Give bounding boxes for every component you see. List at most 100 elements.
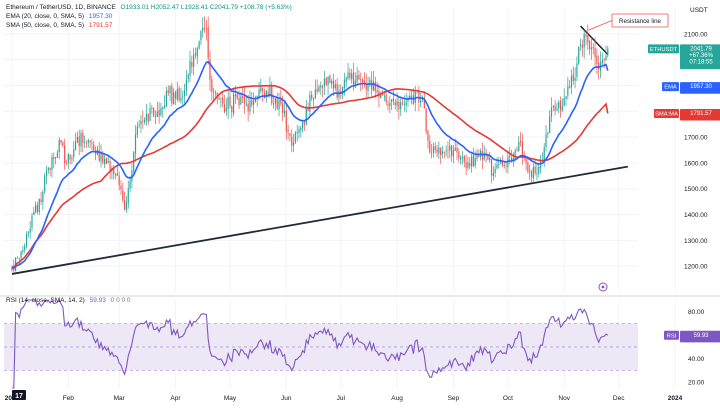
candle-body — [40, 199, 42, 202]
time-tick-label: Sep — [448, 395, 460, 402]
candle-body — [214, 92, 217, 94]
header-ema[interactable]: EMA (20, close, 0, SMA, 5) 1957.30 — [6, 13, 112, 20]
candle — [365, 73, 367, 100]
price-tag-text: 59.93 — [693, 333, 709, 339]
candle — [323, 70, 326, 95]
candle — [336, 78, 338, 101]
candle — [191, 55, 193, 74]
candle — [334, 79, 336, 91]
candle — [554, 99, 556, 116]
candle — [222, 91, 224, 108]
candle — [47, 166, 49, 174]
candle-body — [20, 251, 22, 259]
candle-body — [329, 75, 331, 83]
candle — [372, 71, 375, 92]
candle — [53, 152, 55, 169]
candle-body — [498, 163, 500, 166]
candle — [432, 142, 435, 158]
candle — [178, 86, 180, 103]
candle — [563, 88, 565, 107]
candle-body — [80, 132, 82, 147]
candle-body — [325, 78, 327, 85]
rsi-tag-box — [664, 330, 679, 340]
candle — [434, 141, 436, 154]
candle-body — [267, 91, 269, 97]
price-tick-label: 1200.00 — [684, 264, 708, 271]
candle — [60, 139, 62, 146]
candle-body — [158, 110, 160, 117]
candle-body — [500, 162, 502, 164]
candle — [196, 46, 198, 65]
candle-body — [427, 131, 429, 141]
candle — [405, 92, 407, 113]
candle — [581, 39, 583, 57]
candle — [367, 76, 369, 98]
candle-body — [254, 98, 257, 102]
candle — [180, 87, 182, 104]
misc-icons[interactable]: 17 — [12, 282, 608, 400]
candle — [209, 50, 211, 92]
candle — [596, 48, 598, 75]
candle — [529, 164, 531, 180]
header-rsi[interactable]: RSI (14, close, SMA, 14, 2) 59.93 0 0 0 … — [6, 297, 131, 304]
candle — [538, 162, 540, 178]
candle-body — [60, 140, 62, 143]
candle — [116, 165, 118, 177]
candle-body — [296, 132, 298, 134]
candle — [185, 69, 187, 96]
candle-body — [298, 129, 300, 133]
candle-body — [527, 162, 529, 173]
candle — [316, 79, 318, 95]
candle-body — [145, 114, 148, 121]
candle — [200, 30, 202, 45]
candle — [252, 92, 255, 114]
candle — [165, 86, 167, 108]
candle-body — [240, 96, 242, 104]
candle-body — [374, 81, 376, 91]
header-sma[interactable]: SMA (50, close, 0, SMA, 5) 1791.57 — [6, 22, 112, 29]
candle-body — [414, 91, 416, 103]
candle-body — [343, 80, 346, 89]
alert-circle-icon[interactable] — [598, 282, 608, 292]
candle-body — [289, 133, 291, 136]
candle — [144, 117, 146, 125]
candle-body — [49, 167, 51, 171]
candle-body — [487, 155, 489, 160]
candle — [38, 198, 40, 216]
candle — [427, 129, 429, 149]
candle — [94, 146, 97, 161]
candle — [31, 212, 33, 232]
candle-body — [163, 105, 166, 108]
candle — [104, 153, 106, 169]
candle-body — [554, 105, 556, 111]
candle-body — [187, 75, 189, 79]
candle — [349, 67, 351, 81]
candle — [96, 145, 98, 156]
candle-body — [454, 147, 456, 151]
candle-body — [98, 150, 100, 161]
candle-body — [576, 63, 578, 77]
trendlines — [11, 25, 628, 275]
candle — [376, 81, 378, 95]
candle-body — [489, 158, 491, 161]
candle — [187, 72, 189, 84]
candle-body — [185, 79, 187, 91]
candle-body — [227, 97, 229, 110]
rsi-tick-label: 80.00 — [688, 309, 705, 316]
sma-50-line — [11, 84, 609, 270]
candle — [69, 153, 71, 165]
candle-body — [418, 91, 420, 103]
candle-body — [24, 245, 26, 250]
candle — [472, 147, 474, 168]
candle — [138, 119, 140, 129]
candle-body — [140, 120, 142, 125]
candle — [589, 39, 591, 55]
candle-body — [349, 72, 351, 79]
candle — [363, 72, 365, 88]
candle-body — [458, 152, 460, 159]
candle-body — [450, 145, 453, 157]
candle-body — [165, 90, 167, 107]
candle-body — [398, 102, 400, 110]
